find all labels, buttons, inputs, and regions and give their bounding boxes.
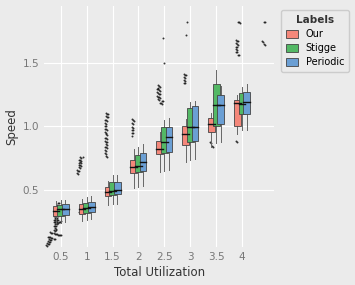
Bar — [208, 118, 215, 132]
Bar — [140, 152, 147, 171]
Bar — [161, 127, 168, 153]
Bar — [130, 160, 137, 173]
Bar — [156, 141, 163, 154]
Bar — [239, 93, 245, 114]
Bar — [182, 127, 189, 145]
Bar — [192, 106, 198, 141]
Y-axis label: Speed: Speed — [6, 108, 18, 145]
Bar — [135, 155, 142, 172]
Bar — [213, 84, 219, 126]
Bar — [187, 108, 193, 142]
Bar — [53, 206, 60, 216]
X-axis label: Total Utilization: Total Utilization — [114, 266, 205, 280]
Bar — [58, 205, 64, 215]
Bar — [218, 95, 224, 124]
Bar — [166, 127, 173, 152]
Bar — [109, 182, 116, 195]
Bar — [62, 204, 69, 215]
Bar — [104, 187, 111, 196]
Legend: Our, Stigge, Periodic: Our, Stigge, Periodic — [281, 11, 349, 72]
Bar — [79, 204, 86, 214]
Bar — [243, 92, 250, 114]
Bar — [83, 203, 90, 213]
Bar — [114, 182, 121, 194]
Bar — [234, 100, 241, 127]
Bar — [88, 202, 95, 212]
